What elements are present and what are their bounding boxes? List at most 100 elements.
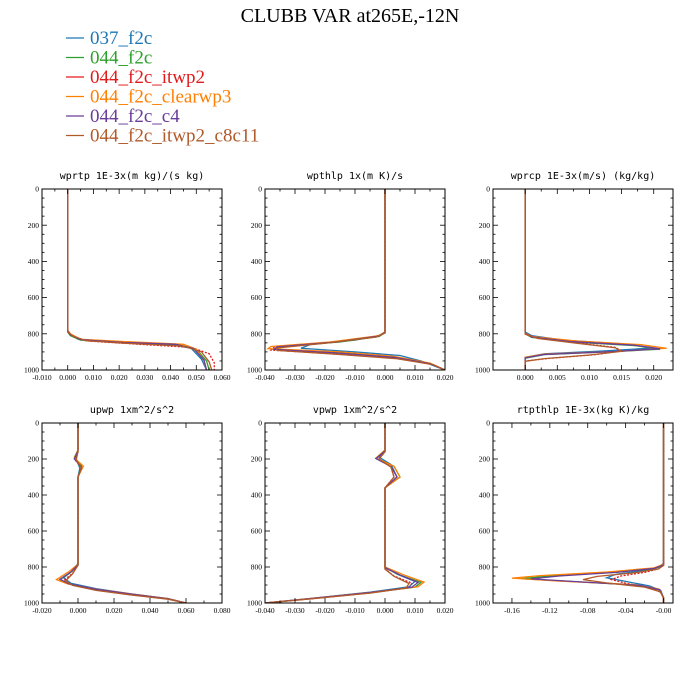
legend-label: 037_f2c [90,28,152,49]
y-tick-label: 0 [486,185,490,194]
y-tick-label: 1000 [247,599,262,608]
subplot: vpwp 1xm^2/s^2 0 200 400 600 800 1000-0.040 -0.… [247,405,454,615]
series-line [265,423,420,603]
y-tick-label: 400 [28,257,40,266]
series-line [266,189,445,370]
y-tick-label: 600 [479,527,491,536]
x-tick-label: -0.020 [32,606,52,615]
series-line [524,189,624,370]
y-tick-label: 400 [479,257,491,266]
x-tick-label: 0.050 [188,373,205,382]
y-tick-label: 0 [486,419,490,428]
x-tick-label: -0.04 [618,606,634,615]
y-tick-label: 200 [479,455,491,464]
y-tick-label: 800 [479,329,491,338]
x-tick-label: -0.16 [504,606,520,615]
subplot: wpthlp 1x(m K)/s 0 200 400 600 800 1000-0.040 -… [247,171,454,382]
y-tick-label: 600 [479,293,491,302]
y-tick-label: 200 [28,455,40,464]
x-tick-label: 0.010 [85,373,102,382]
y-tick-label: 1000 [247,366,262,375]
x-tick-label: 0.000 [517,373,534,382]
x-tick-label: 0.020 [437,373,454,382]
subplot-title: wprcp 1E-3x(m/s) (kg/kg) [511,171,656,182]
x-tick-label: 0.020 [111,373,128,382]
series-line [62,423,187,603]
subplot-title: rtpthlp 1E-3x(kg K)/kg [517,405,649,416]
subplot: wprcp 1E-3x(m/s) (kg/kg) 0 200 400 600 800 100… [475,171,674,382]
x-tick-label: 0.060 [178,606,195,615]
series-line [582,423,665,603]
subplot: wprtp 1E-3x(m kg)/(s kg) 0 200 400 600 800 100… [24,171,231,382]
y-tick-label: 600 [251,293,263,302]
series-line [67,189,208,370]
x-tick-label: -0.030 [285,373,305,382]
series-line [269,189,445,370]
x-tick-label: 0.020 [437,606,454,615]
series-line [524,189,661,370]
x-tick-label: -0.010 [345,373,365,382]
y-tick-label: 600 [251,527,263,536]
subplot: rtpthlp 1E-3x(kg K)/kg 0 200 400 600 800 1000 -… [475,405,674,615]
y-tick-label: 1000 [475,599,490,608]
x-tick-label: -0.12 [542,606,558,615]
y-tick-label: 400 [251,491,263,500]
plot-frame [492,422,674,604]
series-line [609,423,665,603]
subplot-title: vpwp 1xm^2/s^2 [313,405,397,416]
x-tick-label: 0.000 [70,606,87,615]
y-tick-label: 200 [479,221,491,230]
series-line [265,423,423,603]
panels: wprtp 1E-3x(m kg)/(s kg) 0 200 400 600 800 100… [24,171,674,615]
x-tick-label: 0.030 [136,373,153,382]
legend-label: 044_f2c [90,48,152,69]
x-tick-label: 0.010 [407,373,424,382]
y-tick-label: 400 [479,491,491,500]
y-tick-label: 800 [28,563,40,572]
series-line [276,189,445,370]
x-tick-label: 0.020 [645,373,662,382]
series-line [265,423,410,603]
legend-label: 044_f2c_itwp2_c8c11 [90,126,259,147]
x-tick-label: -0.08 [580,606,596,615]
x-tick-label: -0.010 [345,606,365,615]
subplot-title: wprtp 1E-3x(m kg)/(s kg) [60,171,205,182]
x-tick-label: -0.040 [255,606,275,615]
y-tick-label: 800 [28,329,40,338]
series-line [265,423,413,603]
y-tick-label: 600 [28,293,40,302]
subplot-title: wpthlp 1x(m K)/s [307,171,403,182]
x-tick-label: 0.080 [214,606,231,615]
y-tick-label: 200 [251,455,263,464]
legend-label: 044_f2c_c4 [90,106,180,127]
x-tick-label: -0.020 [315,373,335,382]
legend-label: 044_f2c_itwp2 [90,67,205,88]
y-tick-label: 400 [251,257,263,266]
subplot-title: upwp 1xm^2/s^2 [90,405,174,416]
x-tick-label: 0.005 [549,373,566,382]
series-line [54,423,187,603]
plot-frame [41,422,223,604]
legend-label: 044_f2c_clearwp3 [90,87,231,108]
subplot: upwp 1xm^2/s^2 0 200 400 600 800 1000-0.020 0.0… [24,405,231,615]
series-line [58,423,187,603]
series-line [511,423,665,603]
x-tick-label: 0.020 [106,606,123,615]
y-tick-label: 0 [35,419,39,428]
series-line [58,423,187,603]
y-tick-label: 800 [251,329,263,338]
x-tick-label: 0.010 [581,373,598,382]
y-tick-label: 800 [251,563,263,572]
y-tick-label: 1000 [24,366,39,375]
x-tick-label: 0.015 [613,373,630,382]
plot-frame [264,188,446,371]
y-tick-label: 0 [258,419,262,428]
series-line [62,423,187,603]
y-tick-label: 800 [479,563,491,572]
x-tick-label: 0.010 [407,606,424,615]
x-tick-label: -0.030 [285,606,305,615]
x-tick-label: -0.020 [315,606,335,615]
series-line [265,423,417,603]
x-tick-label: -0.040 [255,373,275,382]
